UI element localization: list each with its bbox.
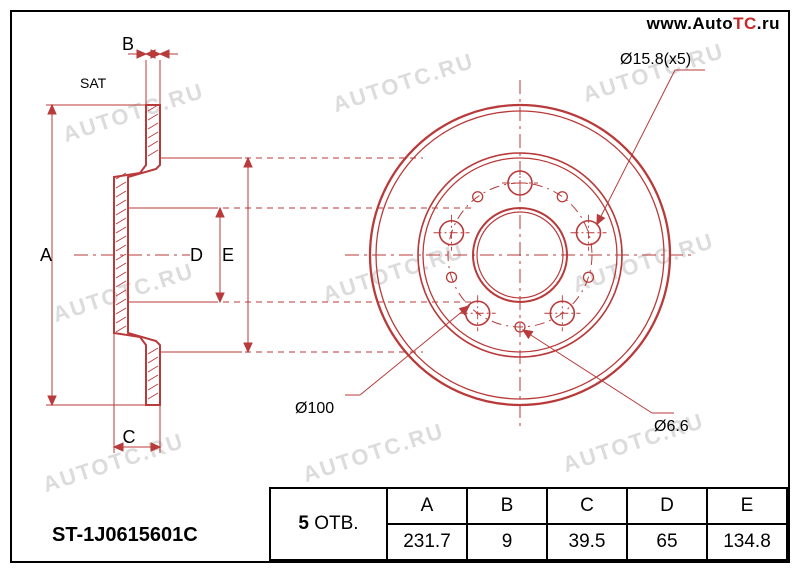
val-A: 231.7: [387, 524, 467, 560]
col-A: A: [387, 488, 467, 524]
col-B: B: [467, 488, 547, 524]
holes-label: ОТВ.: [314, 513, 358, 534]
col-D: D: [627, 488, 707, 524]
table-header-row: 5 ОТВ. A B C D E: [270, 488, 787, 524]
holes-cell: 5 ОТВ.: [270, 488, 387, 560]
svg-text:E: E: [222, 245, 234, 265]
val-B: 9: [467, 524, 547, 560]
svg-text:D: D: [190, 245, 203, 265]
svg-text:Ø6.6: Ø6.6: [654, 418, 689, 435]
holes-count: 5: [298, 513, 309, 534]
val-C: 39.5: [547, 524, 627, 560]
part-number: ST-1J0615601C: [52, 524, 198, 547]
svg-text:B: B: [122, 34, 134, 54]
col-E: E: [707, 488, 787, 524]
svg-text:Ø100: Ø100: [295, 400, 334, 417]
svg-text:A: A: [40, 245, 52, 265]
col-C: C: [547, 488, 627, 524]
dimension-table: 5 ОТВ. A B C D E 231.7 9 39.5 65 134.8: [269, 487, 788, 561]
svg-text:Ø15.8(x5): Ø15.8(x5): [620, 51, 691, 68]
technical-drawing: Ø15.8(x5)Ø100Ø6.6ABCDESAT: [10, 10, 790, 563]
val-D: 65: [627, 524, 707, 560]
val-E: 134.8: [707, 524, 787, 560]
svg-text:SAT: SAT: [80, 75, 107, 91]
svg-text:C: C: [123, 427, 136, 447]
